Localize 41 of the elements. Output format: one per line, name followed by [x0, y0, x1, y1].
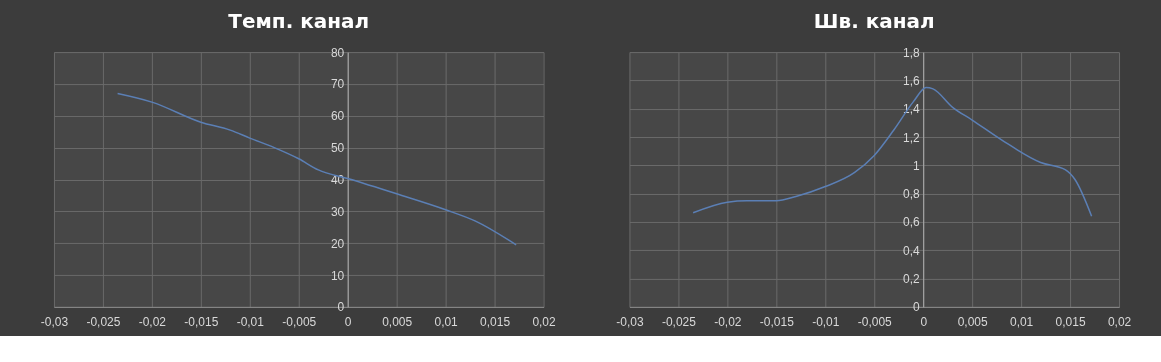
x-tick-label: 0,005	[382, 315, 413, 330]
x-tick-label: -0,03	[40, 315, 69, 330]
x-tick-label: -0,03	[616, 315, 644, 330]
x-tick-label: -0,015	[759, 315, 795, 330]
chart-title: Темп. канал	[228, 9, 370, 34]
y-tick-label: 60	[330, 109, 345, 124]
y-tick-label: 0	[337, 300, 345, 315]
y-tick-label: 0	[913, 300, 921, 315]
line-series	[692, 86, 1093, 218]
x-tick-label: -0,01	[812, 315, 840, 330]
y-tick-label: 80	[330, 45, 345, 60]
y-tick-label: 1,2	[903, 130, 921, 145]
x-tick-label: -0,005	[857, 315, 893, 330]
y-tick-label: 0,6	[903, 215, 921, 230]
chart-title: Шв. канал	[813, 9, 935, 34]
x-tick-label: -0,025	[86, 315, 121, 330]
y-tick-label: 10	[330, 268, 345, 283]
x-tick-label: 0,015	[1055, 315, 1086, 330]
x-tick-label: 0,02	[532, 315, 557, 330]
x-tick-label: 0,02	[1107, 315, 1132, 330]
y-tick-label: 30	[330, 204, 345, 219]
x-tick-label: -0,02	[138, 315, 167, 330]
y-tick-label: 50	[330, 141, 345, 156]
y-tick-label: 1,6	[903, 73, 921, 88]
y-tick-label: 1	[913, 158, 921, 173]
x-tick-label: 0,005	[957, 315, 988, 330]
y-tick-label: 0,2	[903, 272, 921, 287]
x-tick-label: 0,01	[1009, 315, 1034, 330]
x-tick-label: 0,015	[480, 315, 511, 330]
y-tick-label: 70	[330, 77, 345, 92]
y-tick-label: 0,8	[903, 187, 921, 202]
x-tick-label: 0,01	[434, 315, 459, 330]
y-tick-label: 0,4	[903, 243, 921, 258]
x-tick-label: -0,005	[282, 315, 317, 330]
x-tick-label: -0,015	[184, 315, 219, 330]
y-tick-label: 20	[330, 236, 345, 251]
x-tick-label: -0,01	[236, 315, 265, 330]
x-tick-label: -0,02	[714, 315, 742, 330]
y-tick-label: 1,8	[903, 45, 921, 60]
x-tick-label: -0,025	[661, 315, 697, 330]
line-series	[116, 92, 517, 246]
